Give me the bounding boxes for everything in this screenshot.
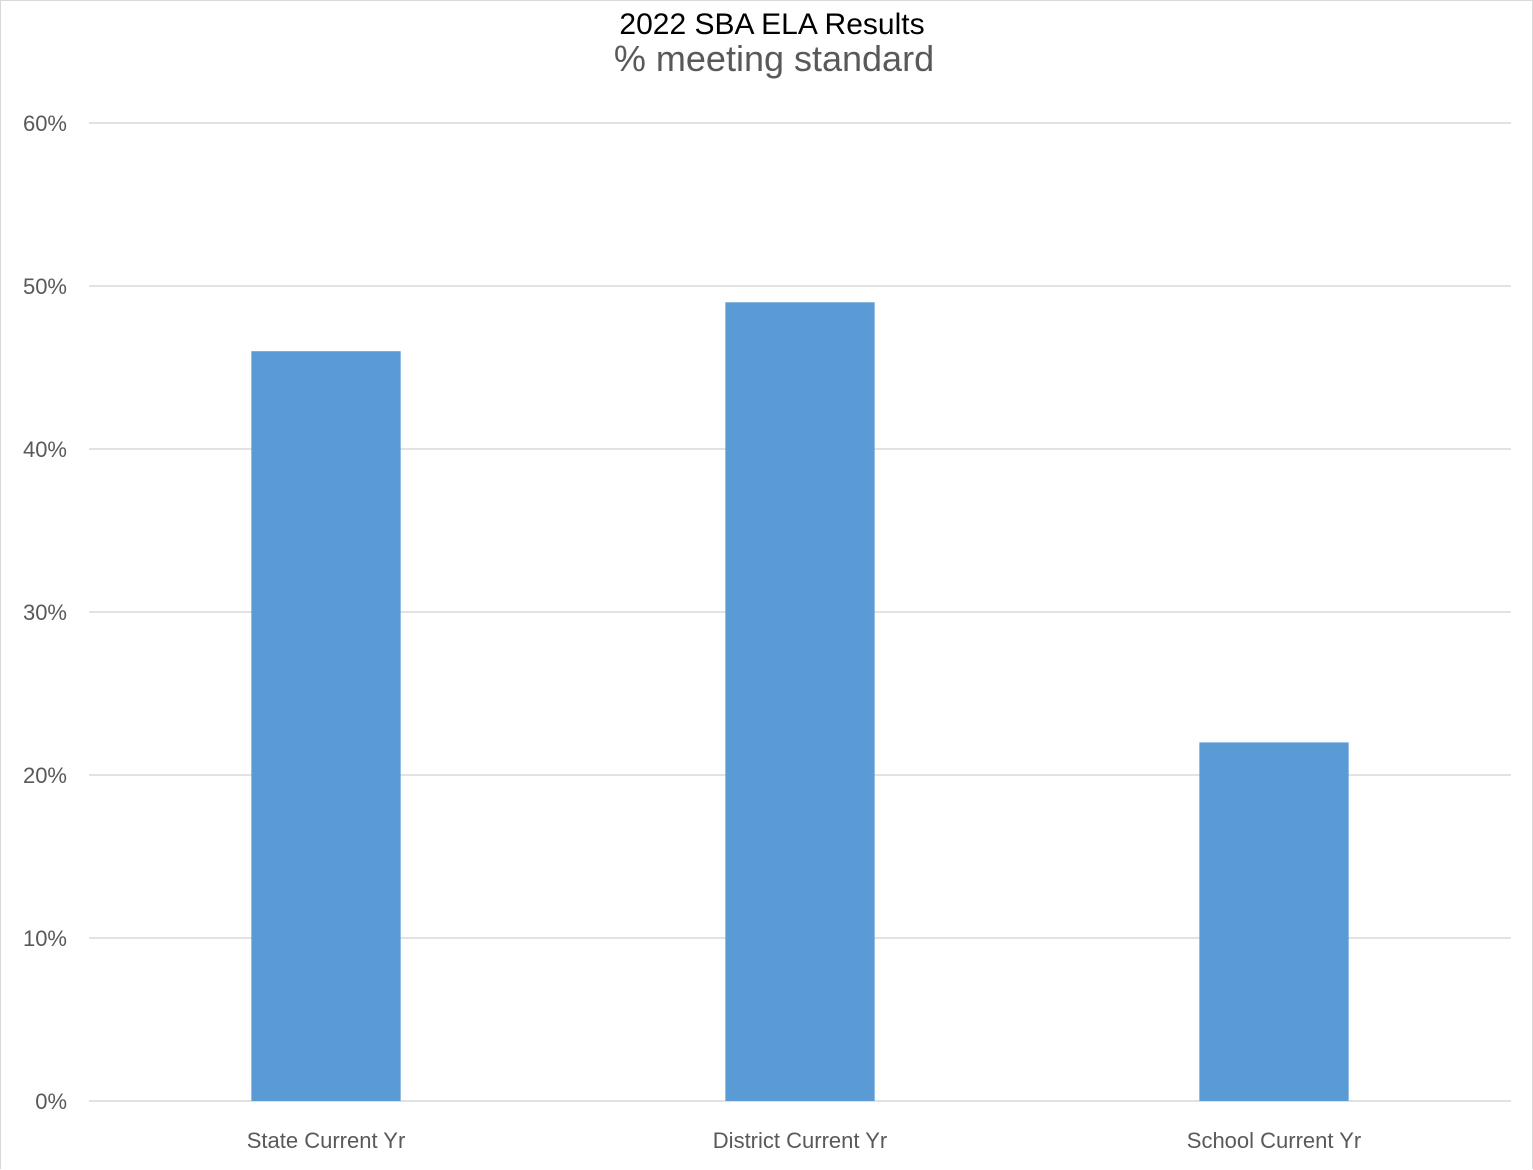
- x-axis-category-labels: State Current Yr District Current Yr Schoo…: [247, 1128, 1362, 1153]
- bars: [251, 302, 1349, 1101]
- bar: [251, 351, 401, 1101]
- y-tick-label: 10%: [23, 926, 67, 951]
- bar: [1199, 742, 1349, 1101]
- bar: [725, 302, 875, 1101]
- y-tick-label: 60%: [23, 111, 67, 136]
- y-axis-tick-labels: 0% 10% 20% 30% 40% 50% 60%: [23, 111, 67, 1114]
- y-tick-label: 50%: [23, 274, 67, 299]
- y-tick-label: 0%: [35, 1089, 67, 1114]
- y-tick-label: 30%: [23, 600, 67, 625]
- x-category-label: District Current Yr: [713, 1128, 887, 1153]
- x-category-label: State Current Yr: [247, 1128, 406, 1153]
- y-tick-label: 40%: [23, 437, 67, 462]
- chart-title: 2022 SBA ELA Results: [619, 8, 924, 41]
- y-tick-label: 20%: [23, 763, 67, 788]
- chart-subtitle: % meeting standard: [614, 38, 934, 79]
- x-category-label: School Current Yr: [1187, 1128, 1361, 1153]
